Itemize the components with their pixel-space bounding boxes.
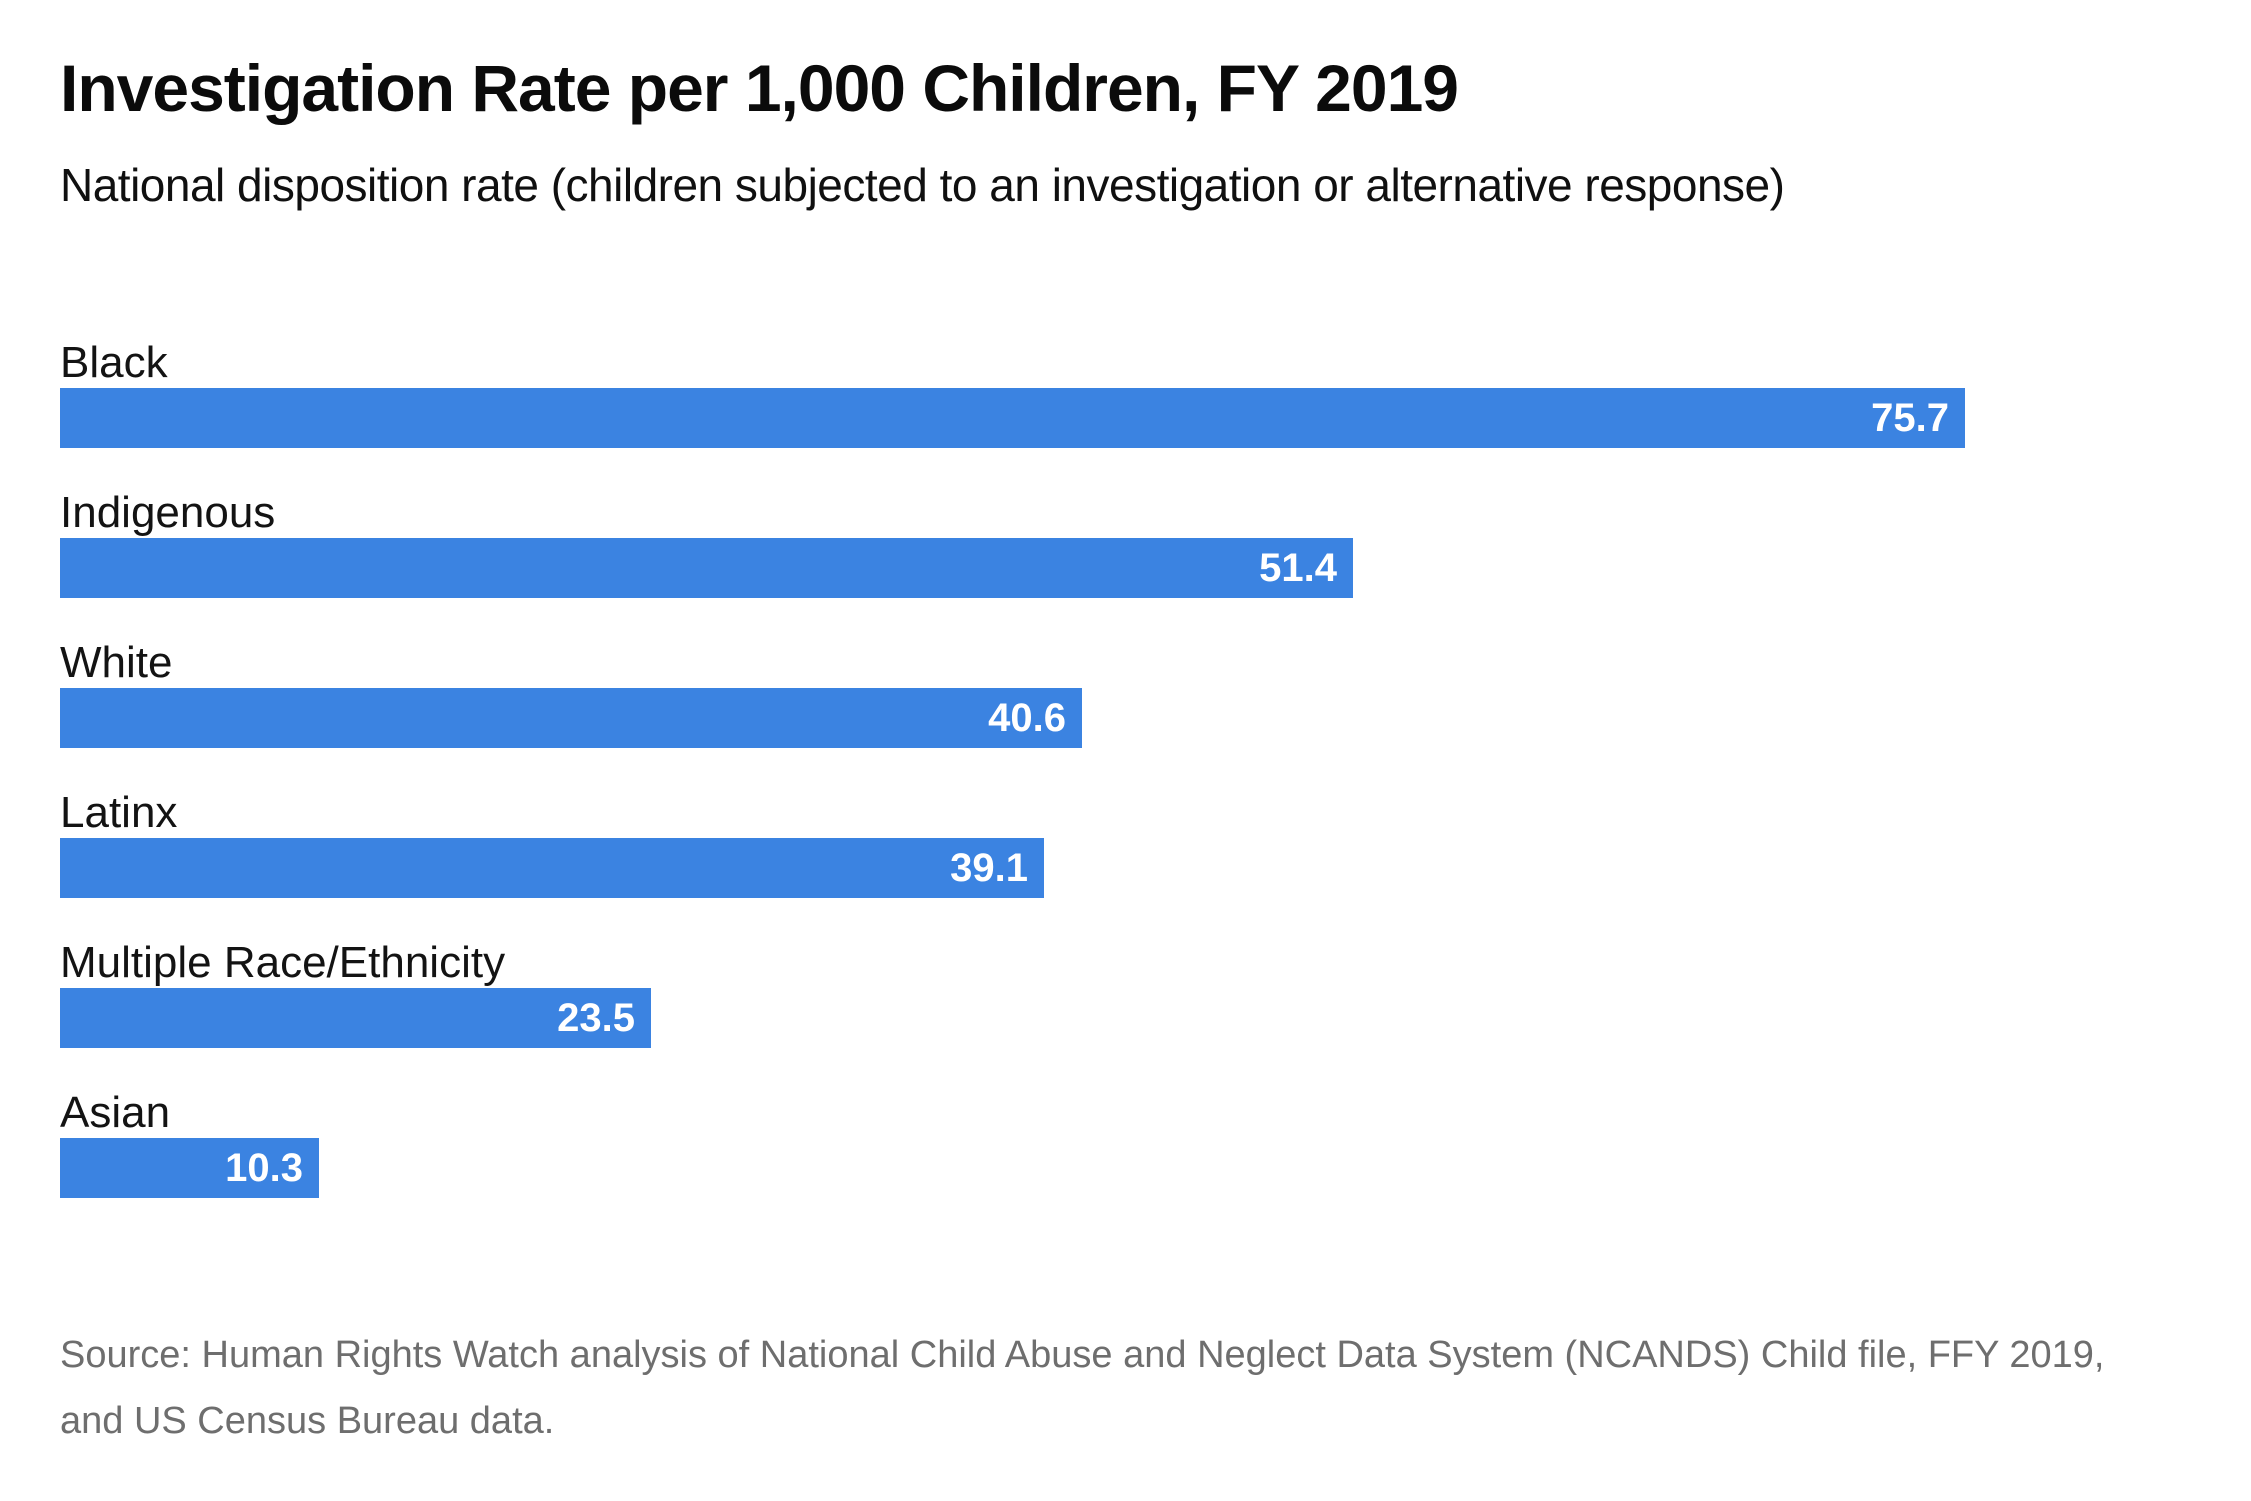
category-label: Asian: [60, 1088, 171, 1137]
chart-subtitle: National disposition rate (children subj…: [60, 159, 1785, 211]
source-note: Source: Human Rights Watch analysis of N…: [60, 1322, 2104, 1454]
bar-value-label: 51.4: [1259, 545, 1337, 590]
bar-row: Black 75.7: [60, 338, 2191, 488]
bar-row: Asian 10.3: [60, 1088, 2191, 1238]
category-label: Black: [60, 338, 168, 387]
category-label: Latinx: [60, 788, 178, 837]
bar-value-label: 75.7: [1871, 395, 1949, 440]
bar-value-label: 39.1: [950, 845, 1028, 890]
bar-value-label: 23.5: [557, 995, 635, 1040]
bar-value-label: 40.6: [988, 695, 1066, 740]
category-label: White: [60, 638, 173, 687]
category-label: Multiple Race/Ethnicity: [60, 938, 506, 987]
source-note-line2: and US Census Bureau data.: [60, 1400, 555, 1442]
bar: 39.1: [60, 838, 1044, 898]
source-note-line1: Source: Human Rights Watch analysis of N…: [60, 1334, 2105, 1376]
bar-row: White 40.6: [60, 638, 2191, 788]
bar: 51.4: [60, 538, 1353, 598]
bar-row: Multiple Race/Ethnicity 23.5: [60, 938, 2191, 1088]
bar-chart: Black 75.7 Indigenous 51.4 White 40.6 Latinx 39…: [60, 338, 2191, 1238]
bar: 23.5: [60, 988, 651, 1048]
bar-row: Indigenous 51.4: [60, 488, 2191, 638]
bar-value-label: 10.3: [225, 1145, 303, 1190]
bar-row: Latinx 39.1: [60, 788, 2191, 938]
category-label: Indigenous: [60, 488, 276, 537]
bar: 75.7: [60, 388, 1965, 448]
bar: 40.6: [60, 688, 1082, 748]
bar: 10.3: [60, 1138, 319, 1198]
chart-title: Investigation Rate per 1,000 Children, F…: [60, 51, 1459, 125]
